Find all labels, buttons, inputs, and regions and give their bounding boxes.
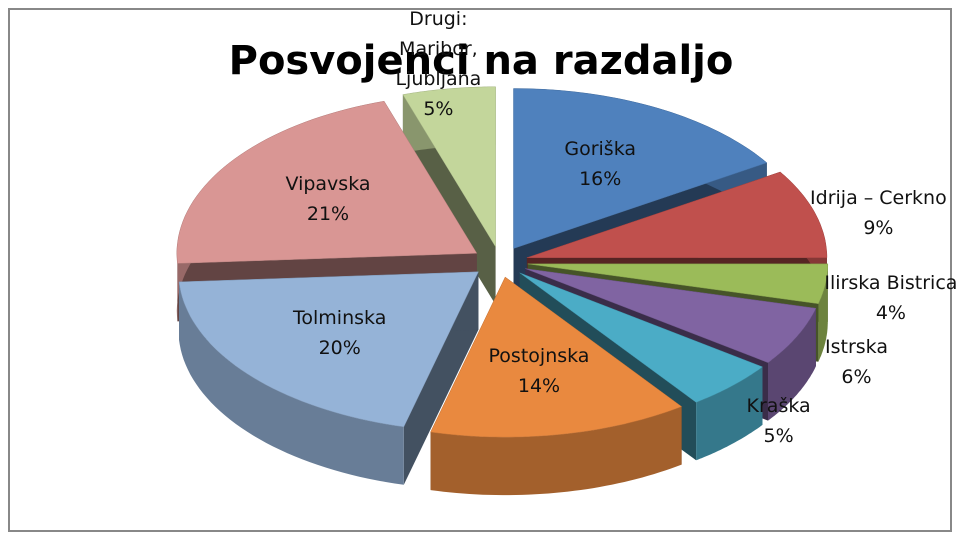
data-label: Tolminska 20% [270, 303, 410, 363]
label-category: Drugi: Maribor, Ljubljana [395, 8, 482, 90]
data-label: Istrska 6% [787, 332, 927, 392]
slice-top [402, 86, 496, 248]
data-label: Ilirska Bistrica 4% [821, 268, 961, 328]
label-category: Tolminska [293, 307, 387, 329]
slice-top [519, 272, 764, 403]
data-label: Kraška 5% [709, 391, 849, 451]
data-label: Idrija – Cerkno 9% [808, 183, 948, 243]
label-category: Ilirska Bistrica [824, 272, 958, 295]
slice [178, 271, 479, 485]
label-value: 4% [875, 302, 906, 325]
slice-wall [768, 308, 816, 421]
label-category: Idrija – Cerkno [810, 187, 947, 210]
label-value: 16% [579, 168, 622, 191]
slice-top [176, 100, 478, 264]
slice-top [527, 263, 829, 304]
slice-wall [430, 406, 682, 496]
slice-top [178, 271, 479, 428]
label-value: 5% [763, 424, 794, 447]
slice [430, 276, 683, 496]
label-category: Postojnska [488, 345, 590, 368]
slice-wall [818, 263, 828, 362]
label-value: 5% [423, 98, 454, 120]
label-category: Goriška [564, 138, 637, 161]
label-category: Istrska [825, 335, 888, 358]
slice-top [526, 171, 828, 258]
chart-title: Posvojenci na razdaljo [228, 38, 734, 84]
label-value: 21% [306, 203, 350, 226]
slice-top [525, 268, 817, 363]
slice-wall [696, 366, 763, 461]
chart-frame [8, 8, 952, 532]
label-value: 9% [863, 217, 894, 240]
data-label: Vipavska 21% [258, 169, 398, 229]
slice-wall [179, 281, 404, 485]
label-value: 14% [517, 375, 561, 398]
label-category: Vipavska [285, 173, 371, 196]
slice-top [430, 276, 683, 438]
data-label: Goriška 16% [530, 134, 670, 194]
slice-top [513, 88, 768, 249]
data-label: Drugi: Maribor, Ljubljana 5% [368, 4, 508, 124]
data-label: Postojnska 14% [469, 341, 609, 401]
label-value: 6% [841, 365, 872, 388]
label-value: 20% [318, 337, 361, 359]
label-category: Kraška [746, 394, 811, 417]
